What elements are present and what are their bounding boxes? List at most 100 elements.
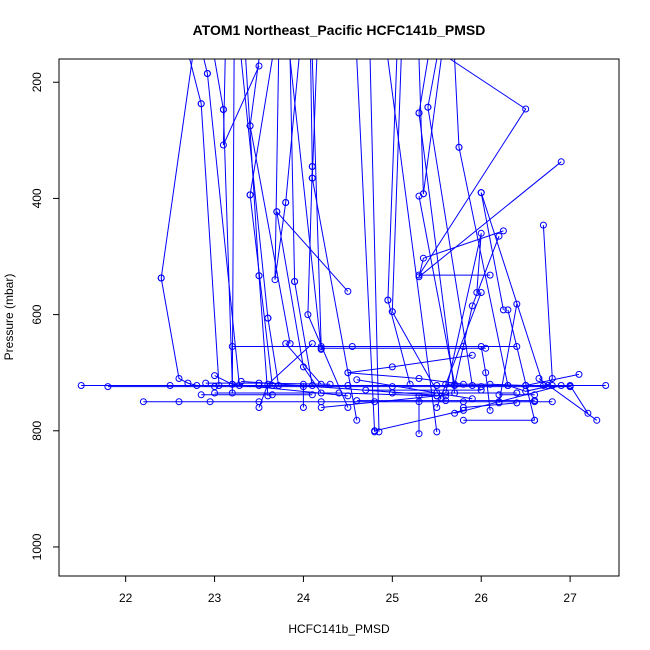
data-point <box>273 208 281 216</box>
y-axis-label: Pressure (mbar) <box>2 274 16 361</box>
data-point <box>482 369 490 377</box>
profile-series <box>388 308 445 403</box>
data-point <box>264 380 272 388</box>
profile-series <box>189 59 205 108</box>
profile-line <box>422 59 442 194</box>
data-point <box>539 221 547 229</box>
data-point <box>602 382 610 389</box>
data-point <box>531 391 539 399</box>
profile-line <box>311 59 322 347</box>
data-point <box>255 272 263 280</box>
data-point <box>348 343 356 350</box>
y-tick-label: 200 <box>30 72 44 92</box>
profile-series <box>271 59 290 284</box>
profile-series <box>477 189 507 314</box>
profile-series <box>477 343 494 414</box>
profile-series <box>246 122 294 348</box>
profile-series <box>197 391 316 399</box>
data-point <box>459 416 467 424</box>
profile-series <box>451 232 503 389</box>
profile-series <box>424 103 476 389</box>
data-point <box>206 398 214 406</box>
profile-line <box>274 59 287 280</box>
profile-series <box>344 351 476 377</box>
data-point <box>513 389 521 397</box>
profile-series <box>299 380 307 411</box>
data-point <box>304 311 312 319</box>
x-tick-label: 27 <box>563 591 577 605</box>
profile-line <box>206 73 240 386</box>
profile-line <box>569 385 589 414</box>
profile-line <box>458 147 509 386</box>
data-point <box>255 398 263 406</box>
profile-line <box>231 59 235 394</box>
data-point <box>584 409 592 417</box>
data-point <box>473 289 481 296</box>
data-point <box>211 389 219 397</box>
data-point <box>291 278 299 285</box>
y-tick-label: 400 <box>30 188 44 208</box>
profile-series <box>289 59 325 353</box>
profile-line <box>387 59 438 432</box>
profile-line <box>311 178 358 421</box>
data-point <box>77 382 85 389</box>
data-point <box>282 199 290 206</box>
data-point <box>375 428 383 436</box>
data-point <box>557 158 565 166</box>
profile-line <box>445 233 482 394</box>
profile-line <box>463 402 517 408</box>
profile-line <box>391 311 442 400</box>
data-point <box>486 271 494 279</box>
data-point <box>593 416 601 424</box>
profile-line <box>310 59 313 167</box>
data-point <box>442 380 450 388</box>
data-point <box>482 344 490 352</box>
profile-line <box>289 59 296 282</box>
data-point <box>419 254 427 262</box>
profile-line <box>214 392 437 397</box>
profile-series <box>415 392 423 438</box>
profile-series <box>384 296 414 388</box>
profile-series <box>504 382 556 395</box>
profile-series <box>139 398 556 406</box>
profile-line <box>189 59 202 104</box>
data-point <box>197 391 205 399</box>
profile-series <box>157 59 193 282</box>
data-point <box>513 399 521 407</box>
profile-line <box>222 59 260 146</box>
data-point <box>335 389 343 397</box>
profile-line <box>245 59 260 276</box>
profile-line <box>418 196 456 385</box>
profile-line <box>391 59 402 312</box>
data-point <box>455 143 463 151</box>
data-point <box>175 375 183 382</box>
data-point <box>228 343 236 350</box>
profile-line <box>258 343 313 408</box>
data-point <box>237 377 245 385</box>
profile-line <box>222 109 233 385</box>
profile-series <box>442 229 485 397</box>
series-layer <box>77 59 610 438</box>
profile-line <box>203 59 208 74</box>
data-point <box>308 391 316 399</box>
data-point <box>308 174 316 182</box>
profile-line <box>294 281 313 386</box>
data-point <box>477 289 485 296</box>
data-point <box>415 109 423 117</box>
data-point <box>384 296 392 304</box>
data-point <box>495 232 503 240</box>
profile-line <box>427 59 438 108</box>
data-point <box>202 379 210 387</box>
data-point <box>197 100 205 108</box>
data-point <box>353 397 361 405</box>
profile-series <box>369 59 383 436</box>
profile-series <box>219 59 263 149</box>
data-point <box>317 344 325 352</box>
profile-series <box>387 59 441 436</box>
data-point <box>157 274 165 282</box>
data-point <box>513 300 521 308</box>
data-point <box>442 397 450 405</box>
profile-line <box>249 194 273 386</box>
data-point <box>433 382 441 389</box>
